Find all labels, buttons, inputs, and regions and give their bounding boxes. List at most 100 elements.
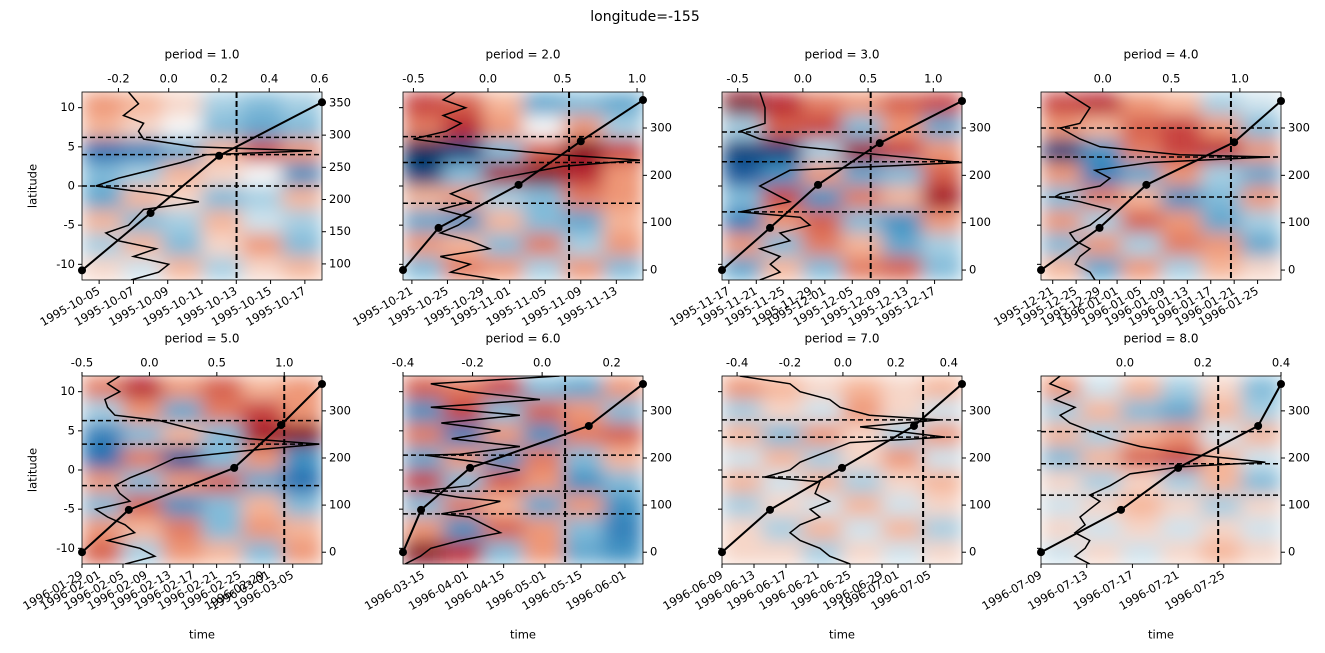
y2-tick-label: 0 [650, 545, 657, 559]
heatmap-cell [202, 376, 243, 400]
heatmap-cell [1161, 470, 1202, 494]
heatmap-cell [483, 540, 524, 564]
x2-tick-label: 0.0 [834, 356, 852, 370]
y-tick-label: -5 [64, 502, 75, 516]
heatmap [403, 376, 643, 564]
heatmap-cell [403, 115, 444, 140]
heatmap-cell [1241, 162, 1281, 187]
heatmap-cell [762, 493, 803, 518]
heatmap-cell [122, 540, 163, 564]
heatmap-cell [842, 92, 883, 116]
heatmap-cell [882, 376, 923, 400]
heatmap-cell [1121, 256, 1162, 280]
heatmap-cell [603, 399, 643, 424]
heatmap-cell [162, 209, 203, 234]
heatmap-cell [1201, 493, 1242, 518]
heatmap-cell [842, 540, 883, 564]
heatmap-cell [842, 470, 883, 494]
heatmap-cell [1161, 540, 1202, 564]
heatmap-cell [563, 256, 604, 280]
heatmap-cell [882, 446, 923, 471]
heatmap-cell [1041, 540, 1082, 564]
time-point [230, 463, 239, 472]
heatmap-cell [122, 139, 163, 163]
heatmap-cell [523, 470, 564, 494]
heatmap-cell [762, 470, 803, 494]
profile-line [93, 376, 320, 564]
heatmap-cell [82, 162, 123, 187]
heatmap-cell [762, 423, 803, 447]
heatmap-cell [483, 517, 524, 541]
heatmap-cell [162, 233, 203, 257]
heatmap-cell [603, 470, 643, 494]
x2-tick-label: 0.0 [160, 72, 178, 86]
heatmap-cell [523, 209, 564, 234]
x2-tick-label: 0.5 [859, 72, 877, 86]
heatmap-cell [82, 376, 123, 400]
heatmap-cell [762, 446, 803, 471]
heatmap-cell [922, 470, 962, 494]
heatmap-cell [1161, 256, 1202, 280]
y2-tick-label: 150 [329, 224, 351, 238]
y2-tick-label: 100 [1288, 498, 1310, 512]
heatmap-cell [1041, 493, 1082, 518]
heatmap-cell [722, 517, 763, 541]
heatmap-cell [242, 517, 283, 541]
heatmap-cell [282, 186, 322, 210]
panel-title: period = 1.0 [165, 48, 240, 62]
time-point [576, 137, 585, 146]
panel-title: period = 4.0 [1124, 48, 1199, 62]
panel: 1996-03-151996-04-011996-04-151996-05-01… [362, 332, 672, 642]
y2-tick-label: 300 [1288, 120, 1310, 134]
heatmap-cell [603, 186, 643, 210]
time-point [1142, 180, 1151, 189]
y2-tick-label: 300 [1288, 403, 1310, 417]
heatmap-cell [523, 139, 564, 163]
heatmap-cell [1161, 493, 1202, 518]
heatmap-cell [523, 256, 564, 280]
panel: 1996-01-291996-02-011996-02-051996-02-09… [20, 332, 351, 642]
heatmap-cell [1081, 446, 1122, 471]
y2-tick-label: 100 [969, 498, 991, 512]
y2-tick-label: 100 [1288, 215, 1310, 229]
y2-tick-label: 200 [969, 450, 991, 464]
y-tick-label: -5 [64, 218, 75, 232]
heatmap [722, 376, 962, 564]
heatmap-cell [242, 115, 283, 140]
heatmap-cell [1201, 399, 1242, 424]
heatmap-cell [82, 186, 123, 210]
heatmap-cell [1201, 376, 1242, 400]
heatmap-cell [242, 470, 283, 494]
heatmap-cell [1041, 162, 1082, 187]
heatmap-cell [603, 423, 643, 447]
heatmap-cell [403, 376, 444, 400]
heatmap-cell [563, 540, 604, 564]
heatmap-cell [882, 115, 923, 140]
y2-tick-label: 350 [329, 95, 351, 109]
x2-tick-label: 0.5 [208, 356, 226, 370]
heatmap-cell [1201, 209, 1242, 234]
y2-tick-label: 100 [650, 498, 672, 512]
heatmap-cell [882, 139, 923, 163]
heatmap-cell [1121, 540, 1162, 564]
time-line [82, 101, 322, 272]
plot-area [1041, 376, 1281, 564]
heatmap-cell [1201, 92, 1242, 116]
time-point [124, 505, 133, 514]
heatmap-cell [282, 517, 322, 541]
y2-tick-label: 0 [329, 545, 336, 559]
heatmap-cell [1161, 186, 1202, 210]
heatmap-cell [1201, 162, 1242, 187]
heatmap-cell [403, 423, 444, 447]
heatmap-cell [523, 233, 564, 257]
heatmap [82, 376, 322, 564]
heatmap-cell [802, 256, 843, 280]
x2-tick-label: -0.5 [402, 72, 424, 86]
x2-tick-label: 0.2 [210, 72, 228, 86]
time-point [766, 505, 774, 514]
heatmap-cell [882, 256, 923, 280]
heatmap-cell [762, 540, 803, 564]
heatmap-cell [603, 209, 643, 234]
heatmap-cell [122, 162, 163, 187]
